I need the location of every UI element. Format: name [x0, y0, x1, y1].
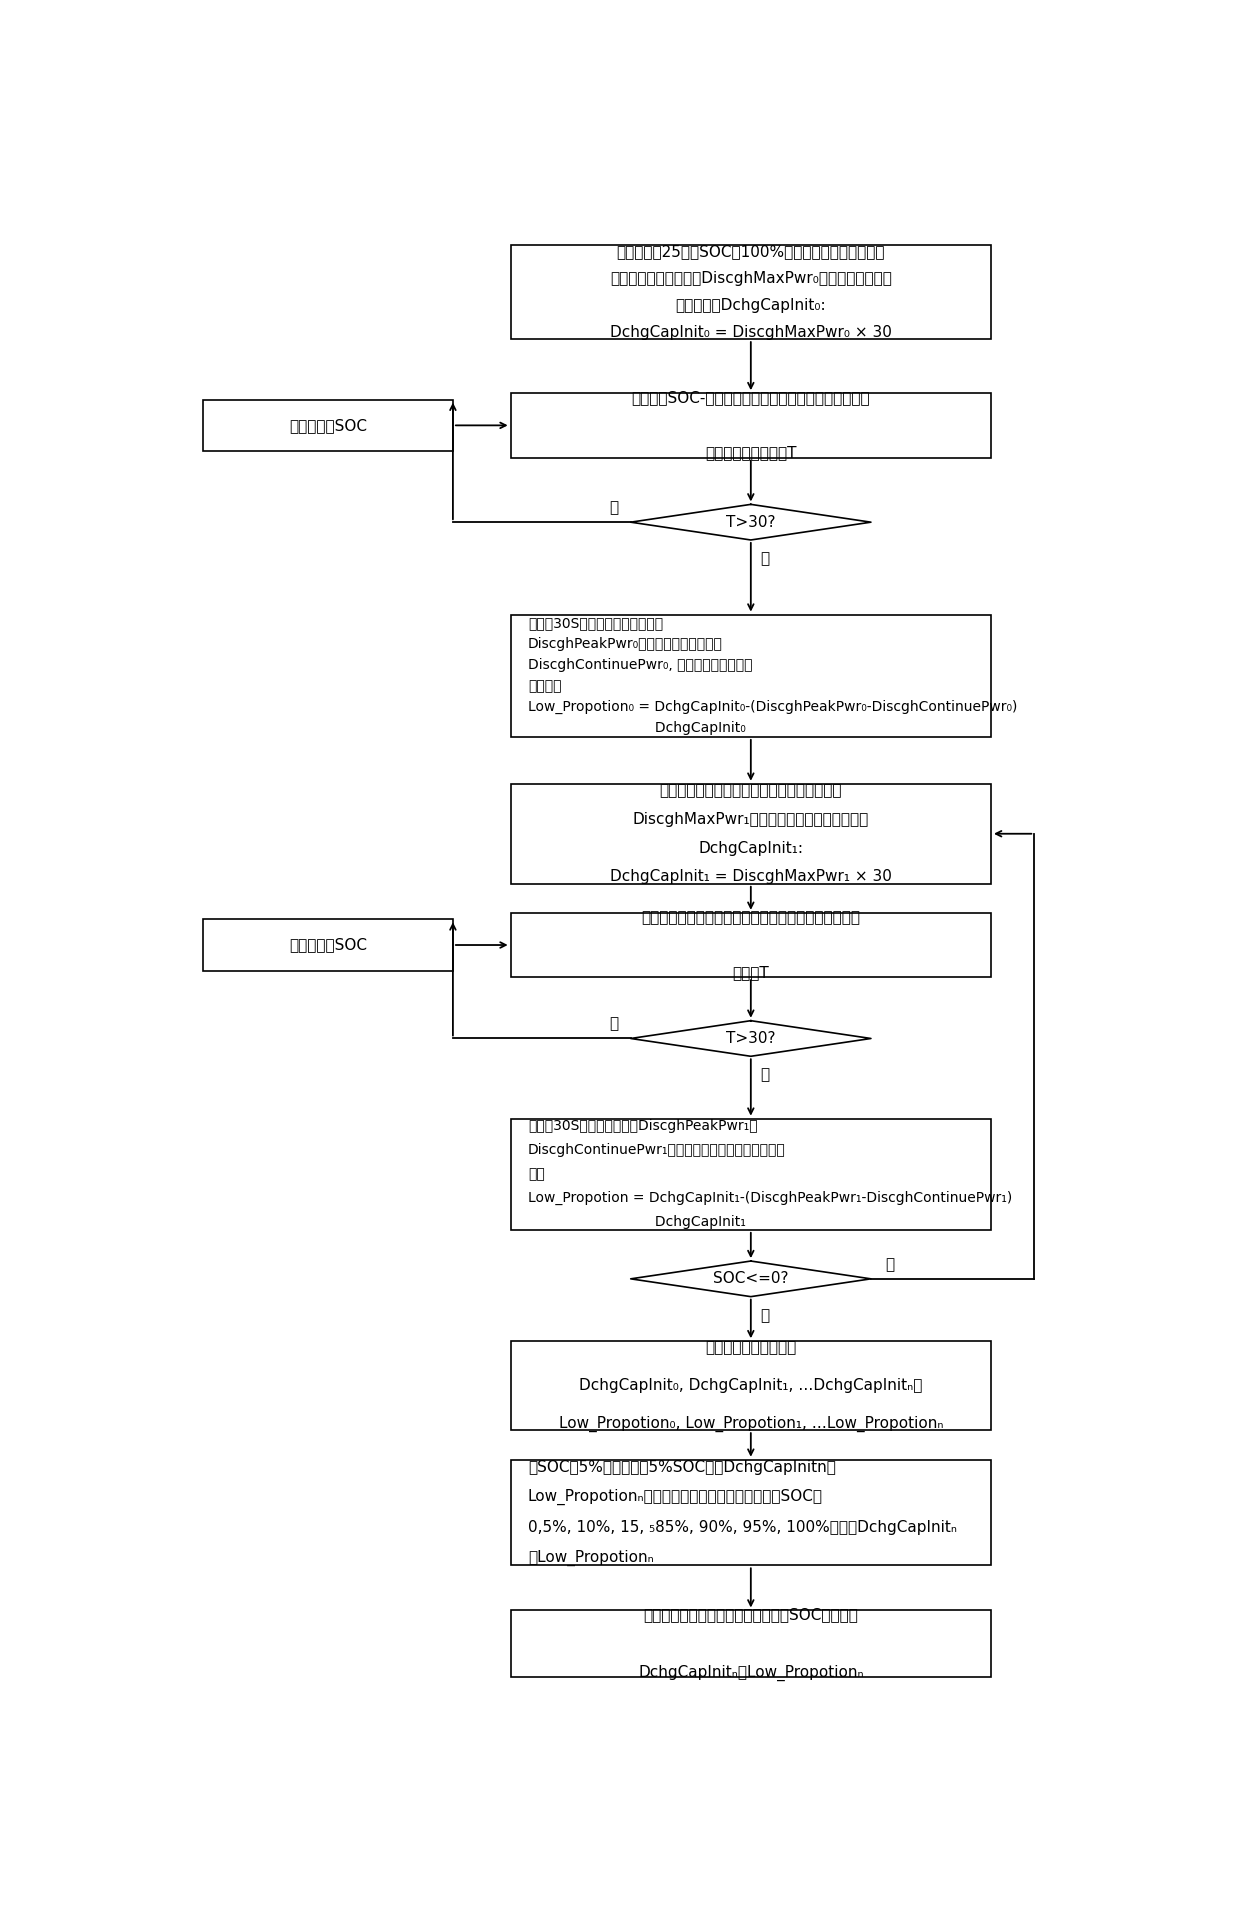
Text: T>30?: T>30?	[727, 515, 775, 530]
Text: 否: 否	[885, 1257, 894, 1272]
Text: 并计时T: 并计时T	[733, 965, 769, 980]
Text: 电流开始放电并计时T: 电流开始放电并计时T	[706, 446, 796, 461]
Polygon shape	[631, 504, 870, 540]
Text: 是: 是	[760, 1307, 770, 1322]
FancyBboxPatch shape	[511, 913, 991, 976]
Text: 设定温度为25度，SOC为100%。查峰值放电功率表，得: 设定温度为25度，SOC为100%。查峰值放电功率表，得	[616, 244, 885, 259]
FancyBboxPatch shape	[511, 244, 991, 338]
Polygon shape	[631, 1261, 870, 1297]
Text: 是: 是	[760, 1067, 770, 1082]
FancyBboxPatch shape	[511, 1342, 991, 1430]
Text: Low_Propotion = DchgCapInit₁-(DiscghPeakPwr₁-DiscghContinuePwr₁): Low_Propotion = DchgCapInit₁-(DiscghPeak…	[528, 1192, 1012, 1205]
Text: 值：: 值：	[528, 1167, 544, 1182]
Text: DchgCapInit₀: DchgCapInit₀	[528, 721, 745, 736]
Text: DiscghContinuePwr₁，计算此时的持续功率线的比例: DiscghContinuePwr₁，计算此时的持续功率线的比例	[528, 1144, 786, 1157]
FancyBboxPatch shape	[511, 1611, 991, 1678]
FancyBboxPatch shape	[511, 615, 991, 736]
Text: 查峰值放电功率表，得到此时的峰值放电功率: 查峰值放电功率表，得到此时的峰值放电功率	[660, 782, 842, 798]
Text: 到此时的峰值放电功率DiscghMaxPwr₀，得到电池的初始: 到此时的峰值放电功率DiscghMaxPwr₀，得到电池的初始	[610, 271, 892, 286]
Text: DchgCapInit₁:: DchgCapInit₁:	[698, 840, 804, 855]
Text: DchgCapInitₙ和Low_Propotionₙ: DchgCapInitₙ和Low_Propotionₙ	[639, 1664, 863, 1680]
Text: SOC<=0?: SOC<=0?	[713, 1270, 789, 1286]
FancyBboxPatch shape	[511, 1119, 991, 1230]
FancyBboxPatch shape	[203, 400, 453, 452]
Text: Low_Propotion₀, Low_Propotion₁, …Low_Propotionₙ: Low_Propotion₀, Low_Propotion₁, …Low_Pro…	[558, 1417, 944, 1432]
Text: DchgCapInit₁ = DiscghMaxPwr₁ × 30: DchgCapInit₁ = DiscghMaxPwr₁ × 30	[610, 869, 892, 884]
FancyBboxPatch shape	[511, 1459, 991, 1565]
Text: 查温度、SOC-峰值放电功率表得到峰值放电功率，以该: 查温度、SOC-峰值放电功率表得到峰值放电功率，以该	[631, 390, 870, 406]
Text: 可放电能量DchgCapInit₀:: 可放电能量DchgCapInit₀:	[676, 298, 826, 313]
Text: DchgCapInit₀, DchgCapInit₁, …DchgCapInitₙ及: DchgCapInit₀, DchgCapInit₁, …DchgCapInit…	[579, 1378, 923, 1393]
Text: 0,5%, 10%, 15, ₅85%, 90%, 95%, 100%对应的DchgCapInitₙ: 0,5%, 10%, 15, ₅85%, 90%, 95%, 100%对应的Dc…	[528, 1520, 957, 1536]
Text: 比例值：: 比例值：	[528, 678, 562, 694]
FancyBboxPatch shape	[203, 919, 453, 971]
FancyBboxPatch shape	[511, 784, 991, 884]
Text: 峰值放电功率表得到峰值放电电流，以该电流开始放电: 峰值放电功率表得到峰值放电电流，以该电流开始放电	[641, 909, 861, 924]
Text: DchgCapInit₀ = DiscghMaxPwr₀ × 30: DchgCapInit₀ = DiscghMaxPwr₀ × 30	[610, 325, 892, 340]
Text: 获取该温度下的所有的: 获取该温度下的所有的	[706, 1340, 796, 1355]
Text: 记录该30S内累积放电电量DiscghPeakPwr₁和: 记录该30S内累积放电电量DiscghPeakPwr₁和	[528, 1119, 758, 1134]
Text: 是: 是	[760, 552, 770, 567]
Text: Low_Propotion₀ = DchgCapInit₀-(DiscghPeakPwr₀-DiscghContinuePwr₀): Low_Propotion₀ = DchgCapInit₀-(DiscghPea…	[528, 700, 1017, 715]
Text: 否: 否	[609, 500, 618, 515]
Text: 重复上述步骤，即可得到各个温度和SOC下对应的: 重复上述步骤，即可得到各个温度和SOC下对应的	[644, 1607, 858, 1622]
Text: DchgCapInit₁: DchgCapInit₁	[528, 1215, 745, 1228]
Text: 得到此时的SOC: 得到此时的SOC	[289, 417, 367, 432]
Text: T>30?: T>30?	[727, 1030, 775, 1046]
FancyBboxPatch shape	[511, 394, 991, 457]
Text: 得到此时的SOC: 得到此时的SOC	[289, 938, 367, 953]
Text: DiscghContinuePwr₀, 此时的持续功率线的: DiscghContinuePwr₀, 此时的持续功率线的	[528, 657, 753, 673]
Text: 否: 否	[609, 1017, 618, 1032]
Text: 记录该30S内以峰值功率放电电量: 记录该30S内以峰值功率放电电量	[528, 617, 663, 630]
Text: 和Low_Propotionₙ: 和Low_Propotionₙ	[528, 1549, 653, 1566]
Text: Low_Propotionₙ最小值，至此，可以得到该温度下SOC为: Low_Propotionₙ最小值，至此，可以得到该温度下SOC为	[528, 1490, 823, 1505]
Text: DiscghMaxPwr₁，得到电池的初始可放电能量: DiscghMaxPwr₁，得到电池的初始可放电能量	[632, 811, 869, 826]
Text: DiscghPeakPwr₀和以持续功率放电电量: DiscghPeakPwr₀和以持续功率放电电量	[528, 638, 723, 652]
Text: 以SOC为5%为间隔，在5%SOC内取DchgCapInitn和: 以SOC为5%为间隔，在5%SOC内取DchgCapInitn和	[528, 1459, 836, 1474]
Polygon shape	[631, 1021, 870, 1057]
